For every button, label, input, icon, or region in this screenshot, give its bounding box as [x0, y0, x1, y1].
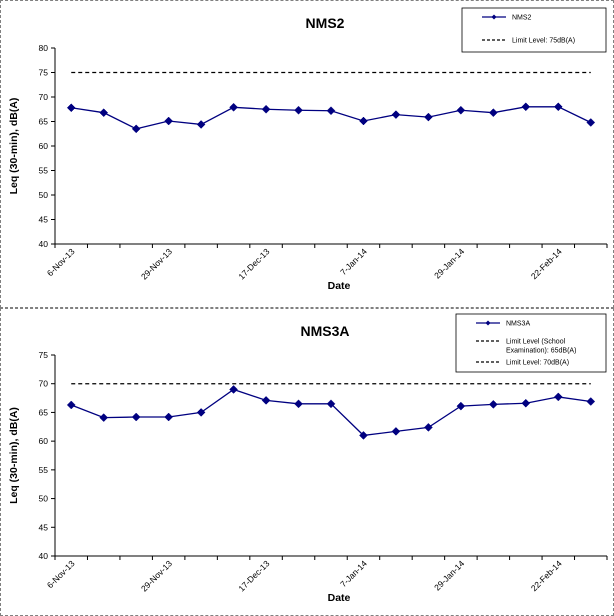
legend-entry-label: NMS3A — [506, 321, 530, 328]
x-tick-label: 6-Nov-13 — [45, 246, 77, 278]
x-tick-label: 7-Jan-14 — [338, 558, 369, 589]
y-tick-label: 50 — [39, 494, 49, 504]
nms3a-data-point — [99, 413, 109, 422]
legend-entry-label: Limit Level: 70dB(A) — [506, 360, 569, 367]
y-axis-title: Leq (30-min), dB(A) — [8, 407, 20, 504]
nms2-data-point — [586, 118, 596, 127]
nms2-data-point — [294, 105, 303, 115]
x-axis-title: Date — [328, 592, 351, 604]
nms3a-data-point — [196, 408, 206, 417]
nms3a-data-point — [164, 412, 174, 422]
legend-entry-label: NMS2 — [512, 15, 532, 22]
legend: NMS2 Limit Level: 75dB(A) — [461, 7, 607, 53]
x-tick-label: 29-Nov-13 — [139, 246, 174, 281]
y-tick-label: 70 — [39, 379, 49, 389]
y-tick-label: 40 — [39, 239, 49, 249]
nms2-data-point — [391, 110, 401, 119]
nms2-data-point — [261, 104, 271, 114]
nms2-data-point — [456, 105, 466, 115]
x-tick-label: 17-Dec-13 — [236, 246, 271, 281]
legend-box — [461, 7, 607, 53]
nms3a-data-point — [488, 400, 498, 409]
nms2-data-point — [196, 120, 206, 129]
y-tick-label: 60 — [39, 436, 49, 446]
y-tick-label: 45 — [39, 215, 49, 225]
chart-nms3a: NMS3A 40 45 50 55 60 65 70 75 6-Nov-13 29-Nov-13 17… — [8, 313, 608, 604]
nms3a-data-point — [521, 398, 531, 408]
x-tick-label: 22-Feb-14 — [529, 558, 564, 593]
nms2-data-point — [521, 102, 531, 112]
legend: NMS3A Limit Level (School Examination): 65… — [455, 313, 607, 373]
legend-entry-label: Limit Level: 75dB(A) — [512, 38, 575, 45]
nms2-data-point — [424, 112, 433, 122]
nms2-data-point — [359, 116, 368, 126]
nms3a-data-point — [326, 399, 336, 409]
x-axis-title: Date — [328, 280, 351, 292]
nms2-data-point — [131, 124, 141, 134]
nms3a-data-point — [586, 397, 596, 406]
nms2-data-point — [66, 103, 76, 113]
nms3a-data-point — [456, 401, 466, 411]
x-tick-label: 29-Nov-13 — [139, 558, 174, 593]
nms3a-series-line — [70, 388, 591, 437]
nms3a-data-point — [359, 431, 368, 440]
x-tick-label: 17-Dec-13 — [236, 558, 271, 593]
y-tick-label: 65 — [39, 117, 49, 127]
nms3a-data-point — [553, 392, 563, 402]
x-tick-label: 29-Jan-14 — [432, 246, 466, 280]
nms3a-data-point — [131, 412, 141, 422]
nms2-data-point — [553, 102, 563, 112]
y-tick-label: 55 — [39, 166, 49, 176]
x-tick-label: 29-Jan-14 — [432, 558, 466, 592]
y-tick-label: 45 — [39, 522, 49, 532]
legend-entry-label: Limit Level (School — [506, 339, 566, 346]
nms3a-data-point — [261, 396, 271, 405]
chart-title: NMS3A — [300, 323, 349, 339]
y-tick-label: 80 — [39, 43, 49, 53]
y-tick-label: 40 — [39, 551, 49, 561]
y-tick-label: 75 — [39, 68, 49, 78]
chart-nms2: NMS2 40 45 50 55 60 65 70 75 80 6-Nov-13 29-Nov-13 1… — [8, 7, 608, 292]
chart-panel-nms2: NMS2 40 45 50 55 60 65 70 75 80 6-Nov-13 29-Nov-13 1… — [0, 0, 614, 308]
y-axis-title: Leq (30-min), dB(A) — [8, 98, 20, 195]
y-tick-label: 60 — [39, 141, 49, 151]
chart-title: NMS2 — [306, 15, 345, 31]
legend-swatch-marker — [485, 320, 491, 326]
y-tick-label: 55 — [39, 465, 49, 475]
nms3a-data-point — [66, 400, 76, 410]
legend-entry-label: Examination): 65dB(A) — [506, 348, 576, 355]
legend-swatch-marker — [491, 14, 497, 20]
y-tick-label: 50 — [39, 190, 49, 200]
nms2-data-point — [488, 108, 498, 118]
nms3a-data-point — [391, 427, 401, 436]
x-tick-label: 22-Feb-14 — [529, 246, 564, 281]
x-tick-label: 7-Jan-14 — [338, 246, 369, 277]
nms2-data-point — [326, 106, 336, 116]
nms2-data-point — [229, 102, 238, 112]
nms3a-data-point — [229, 385, 238, 394]
nms2-data-point — [99, 108, 109, 118]
nms2-data-point — [164, 116, 174, 126]
x-tick-label: 6-Nov-13 — [45, 558, 77, 590]
chart-panel-nms3a: NMS3A 40 45 50 55 60 65 70 75 6-Nov-13 29-Nov-13 17… — [0, 308, 614, 616]
nms3a-data-point — [424, 423, 433, 432]
nms3a-data-point — [294, 399, 303, 409]
y-tick-label: 70 — [39, 92, 49, 102]
y-tick-label: 65 — [39, 407, 49, 417]
y-tick-label: 75 — [39, 350, 49, 360]
